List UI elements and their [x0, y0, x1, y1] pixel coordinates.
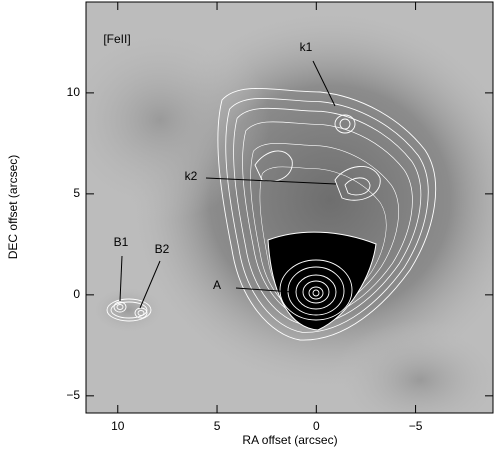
annotation: B1 — [114, 235, 129, 249]
annotation-arrow — [235, 287, 293, 293]
y-tick-label: −5 — [66, 388, 80, 402]
annotation: k2 — [185, 169, 198, 183]
annotation: [FeII] — [103, 32, 130, 46]
annotation: A — [213, 278, 221, 292]
frame — [85, 1, 494, 414]
y-axis-label: DEC offset (arcsec) — [6, 155, 20, 259]
annotation: k1 — [300, 40, 313, 54]
x-axis-label: RA offset (arcsec) — [242, 433, 337, 447]
y-tick-label: 0 — [73, 287, 80, 301]
x-tick-label: 5 — [214, 419, 221, 433]
x-tick-label: 0 — [313, 419, 320, 433]
annotation-arrow — [205, 177, 337, 185]
contours — [106, 87, 437, 341]
y-tick-label: 5 — [73, 186, 80, 200]
annotation-arrow — [312, 60, 336, 107]
image — [86, 2, 493, 413]
annotation-arrow — [119, 255, 123, 302]
y-tick-label: 10 — [67, 85, 81, 99]
x-tick-label: 10 — [111, 419, 125, 433]
x-tick-label: −5 — [409, 419, 423, 433]
annotation: B2 — [155, 242, 170, 256]
annotation-arrow — [139, 260, 161, 309]
